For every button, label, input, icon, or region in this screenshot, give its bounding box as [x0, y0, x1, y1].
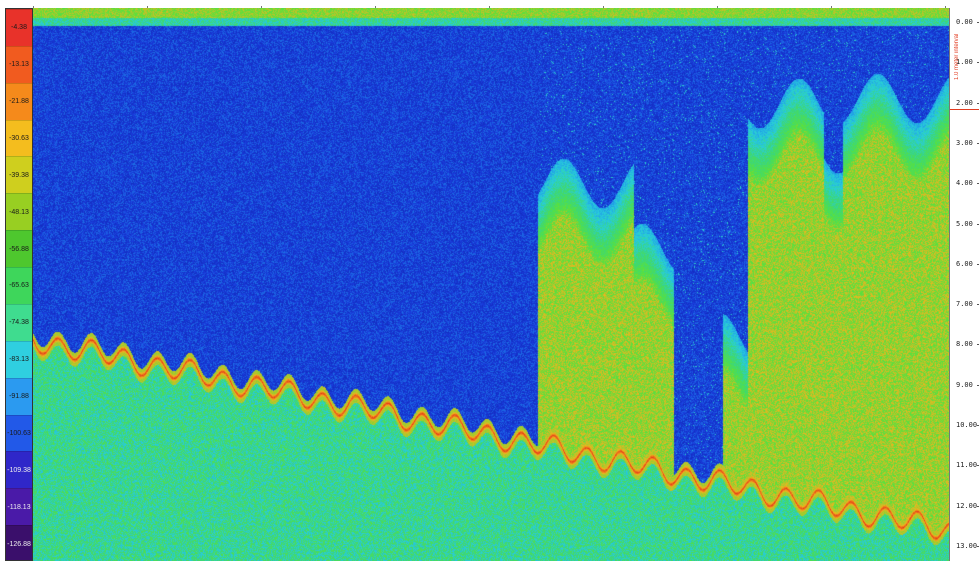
color-scale-cell: -109.38 [6, 451, 32, 489]
depth-tick [977, 263, 979, 265]
depth-label: 4.00 [956, 179, 973, 188]
depth-tick [977, 223, 979, 225]
depth-label: 7.00 [956, 300, 973, 309]
color-scale-cell: -30.63 [6, 119, 32, 157]
depth-tick [977, 384, 979, 386]
depth-axis: 1.0 meter interval 0.00 1.00 2.00 3.00 4.00 5… [949, 8, 979, 561]
depth-tick [977, 344, 979, 346]
depth-label: 3.00 [956, 138, 973, 147]
depth-label: 6.00 [956, 259, 973, 268]
depth-tick [977, 22, 979, 23]
depth-tick [977, 142, 979, 144]
color-scale-cell: -74.38 [6, 303, 32, 341]
depth-tick [977, 465, 979, 467]
depth-label: 10.00 [956, 421, 978, 429]
depth-tick [977, 505, 979, 507]
color-scale-cell: -39.38 [6, 156, 32, 194]
color-scale-cell: -91.88 [6, 377, 32, 415]
color-scale-cell: -83.13 [6, 340, 32, 378]
depth-tick [977, 62, 979, 64]
color-scale-legend: -4.38 -13.13 -21.88 -30.63 -39.38 -48.13 -56.8… [5, 8, 33, 561]
depth-tick [977, 545, 979, 547]
range-marker[interactable] [950, 108, 979, 110]
color-scale-cell: -13.13 [6, 45, 32, 83]
color-scale-cell: -118.13 [6, 488, 32, 526]
color-scale-cell: -56.88 [6, 230, 32, 268]
depth-label: 5.00 [956, 219, 973, 228]
depth-tick [977, 425, 979, 426]
color-scale-cell: -4.38 [6, 9, 32, 46]
depth-label: 13.00 [956, 541, 978, 550]
echogram-canvas[interactable] [33, 8, 949, 561]
depth-label: 2.00 [956, 98, 973, 107]
echogram-display[interactable] [33, 8, 949, 561]
depth-label: 0.00 [956, 18, 973, 26]
color-scale-cell: -126.88 [6, 525, 32, 560]
depth-label: 1.00 [956, 58, 973, 67]
color-scale-cell: -21.88 [6, 82, 32, 120]
color-scale-cell: -65.63 [6, 267, 32, 304]
color-scale-cell: -100.63 [6, 414, 32, 452]
depth-label: 8.00 [956, 340, 973, 349]
depth-tick [977, 102, 979, 104]
depth-tick [977, 304, 979, 306]
depth-tick [977, 183, 979, 185]
depth-label: 9.00 [956, 380, 973, 389]
depth-label: 12.00 [956, 501, 978, 510]
color-scale-cell: -48.13 [6, 193, 32, 231]
depth-label: 11.00 [956, 461, 978, 470]
